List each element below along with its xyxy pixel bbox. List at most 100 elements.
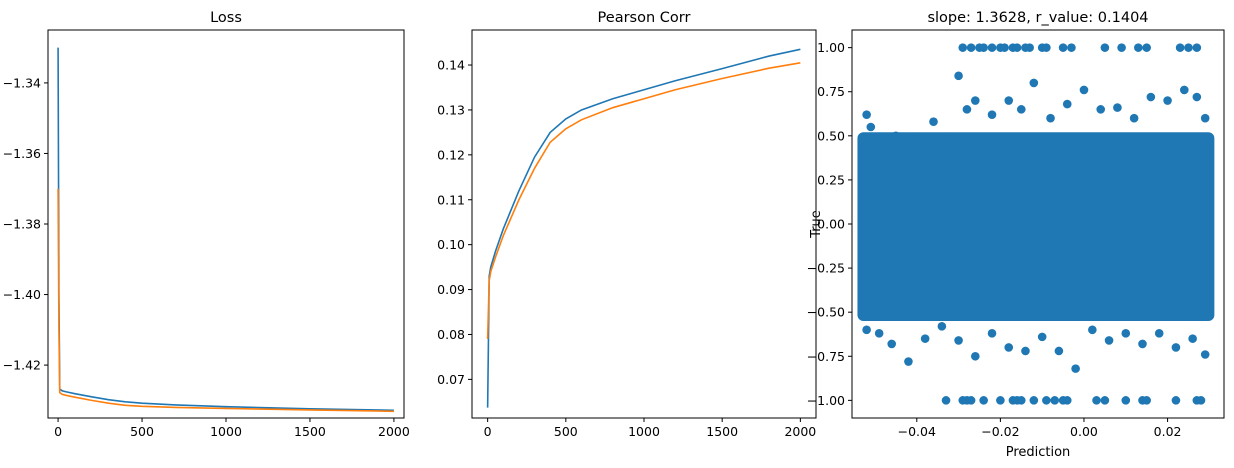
scatter-point (887, 339, 897, 349)
scatter-point (1100, 43, 1110, 52)
scatter-point (929, 117, 938, 127)
scatter-point (1192, 92, 1202, 102)
scatter-point (879, 140, 888, 149)
scatter-point (1129, 113, 1139, 123)
series-line-1 (57, 47, 394, 412)
y-tick-label: 0.14 (437, 58, 465, 73)
y-tick-label: 0.13 (437, 102, 465, 117)
scatter-point (1054, 346, 1064, 356)
scatter-point (987, 329, 997, 338)
scatter-point (971, 351, 980, 361)
scatter-point (1046, 113, 1055, 123)
scatter-point (1121, 329, 1131, 338)
scatter-point (979, 396, 988, 405)
scatter-point (1192, 43, 1202, 52)
y-tick-label: −1.40 (3, 287, 41, 302)
y-tick-label: 0.08 (437, 327, 465, 342)
scatter-point (1067, 43, 1076, 52)
scatter-point (1113, 103, 1122, 112)
x-tick-label: 1500 (706, 424, 738, 439)
y-tick-label: 0.09 (437, 282, 465, 297)
scatter-point (1037, 332, 1047, 342)
x-tick-label: 1000 (210, 424, 242, 439)
scatter-point (1025, 43, 1034, 52)
scatter-point (987, 110, 997, 119)
x-tick-label: 0 (484, 424, 492, 439)
y-axis-label: True (809, 210, 824, 239)
scatter-point (1079, 85, 1089, 95)
scatter-point (1042, 396, 1051, 405)
scatter-point (987, 43, 997, 52)
scatter-point (1092, 396, 1101, 405)
scatter-point (1175, 43, 1185, 52)
scatter-point (1138, 339, 1147, 349)
chart-title: slope: 1.3628, r_value: 0.1404 (927, 10, 1148, 26)
scatter-point (941, 396, 951, 405)
plot-frame (47, 29, 405, 419)
x-axis-label: Prediction (1006, 445, 1071, 460)
y-tick-label: −1.36 (3, 146, 41, 161)
scatter-point (1088, 325, 1097, 335)
scatter-chart: slope: 1.3628, r_value: 0.1404 −0.04 −0.02… (807, 10, 1225, 460)
y-tick-label: −1.00 (807, 393, 845, 408)
scatter-point (1029, 78, 1039, 88)
x-tick-label: 1000 (628, 424, 660, 439)
scatter-point (1154, 329, 1164, 338)
scatter-point (1016, 396, 1026, 405)
scatter-point (937, 321, 947, 331)
scatter-point (874, 329, 884, 338)
scatter-point (1200, 113, 1210, 123)
scatter-point (945, 135, 955, 144)
x-tick-label: 500 (130, 424, 154, 439)
y-tick-label: −0.50 (807, 305, 845, 320)
chart-title: Loss (210, 10, 242, 26)
y-tick-label: −1.34 (3, 75, 41, 90)
scatter-point (1096, 105, 1105, 114)
scatter-point (971, 96, 980, 105)
scatter-point (954, 71, 963, 81)
x-tick-label: 500 (554, 424, 578, 439)
y-tick-label: 0.50 (817, 128, 845, 143)
scatter-point (1100, 396, 1110, 405)
y-tick-label: −0.75 (807, 349, 845, 364)
x-tick-label: 1500 (294, 424, 326, 439)
scatter-point (979, 43, 988, 52)
chart-title: Pearson Corr (598, 10, 691, 26)
scatter-point (962, 105, 972, 114)
scatter-point (1184, 43, 1193, 52)
scatter-point (966, 396, 976, 405)
y-tick-label: 0.00 (817, 217, 845, 232)
scatter-point (1104, 336, 1114, 345)
scatter-point (1021, 346, 1030, 356)
scatter-point (1050, 396, 1060, 405)
loss-chart: Loss 0 500 1000 1500 2000 −1.34 −1.36 −1.38 −1.40… (3, 10, 410, 439)
x-tick-label: 0.00 (1070, 424, 1098, 439)
scatter-point (966, 43, 976, 52)
scatter-point (1117, 43, 1126, 52)
scatter-point (866, 122, 876, 132)
x-tick-label: 0 (54, 424, 62, 439)
plot-frame (471, 29, 817, 419)
x-tick-label: 0.02 (1154, 424, 1182, 439)
x-tick-label: 2000 (784, 424, 816, 439)
y-tick-label: 0.75 (817, 84, 845, 99)
scatter-point (1146, 92, 1156, 102)
scatter-point (1171, 396, 1181, 405)
x-tick-label: −0.02 (981, 424, 1019, 439)
scatter-point (912, 135, 922, 144)
scatter-point (1000, 43, 1009, 52)
y-tick-label: 0.07 (437, 372, 465, 387)
scatter-point (1004, 96, 1014, 105)
x-tick-label: −0.04 (898, 424, 936, 439)
y-tick-label: 0.25 (817, 172, 845, 187)
scatter-point (1188, 334, 1197, 343)
scatter-point (1134, 43, 1143, 52)
y-tick-label: −1.42 (3, 358, 41, 373)
scatter-point (1016, 105, 1026, 114)
scatter-point (996, 396, 1005, 405)
scatter-point (1200, 350, 1210, 359)
scatter-point (1121, 396, 1131, 405)
y-tick-label: −1.38 (3, 217, 41, 232)
scatter-point (891, 131, 901, 141)
